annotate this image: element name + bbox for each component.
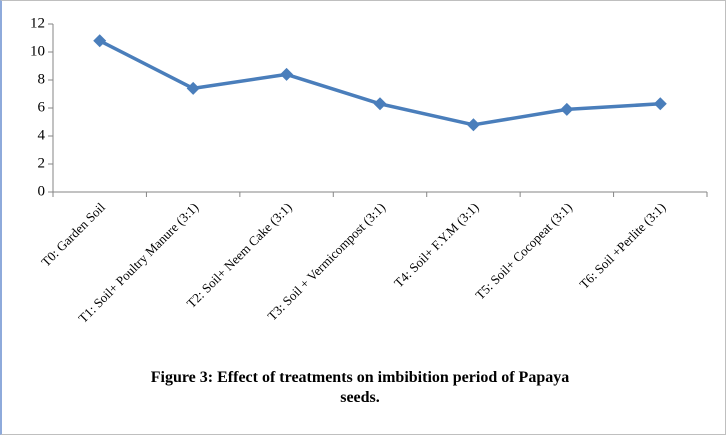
y-tick-label: 10 (30, 43, 45, 59)
line (98, 39, 661, 127)
x-tick-label: T0: Garden Soil (38, 199, 108, 269)
y-tick-label: 0 (38, 183, 46, 199)
marker (560, 102, 574, 116)
y-tick-label: 8 (38, 71, 46, 87)
marker (373, 97, 387, 111)
marker (653, 97, 667, 111)
y-tick-label: 4 (38, 127, 46, 143)
marker (466, 118, 480, 132)
y-tick-label: 2 (38, 155, 46, 171)
y-tick-label: 12 (30, 15, 45, 31)
x-tick-label: T5: Soil+ Cocopeat (3:1) (472, 200, 575, 303)
marker (186, 81, 200, 95)
x-tick-label: T6: Soil +Perlite (3:1) (576, 200, 668, 292)
x-tick-label: T4: Soil+ F.Y.M (3:1) (391, 200, 482, 291)
marker (280, 67, 294, 81)
x-tick-label: T2: Soil+ Neem Cake (3:1) (184, 200, 295, 311)
y-tick-label: 6 (38, 99, 46, 115)
marker (93, 34, 107, 48)
chart-title: Figure 3: Effect of treatments on imbibi… (150, 369, 570, 406)
